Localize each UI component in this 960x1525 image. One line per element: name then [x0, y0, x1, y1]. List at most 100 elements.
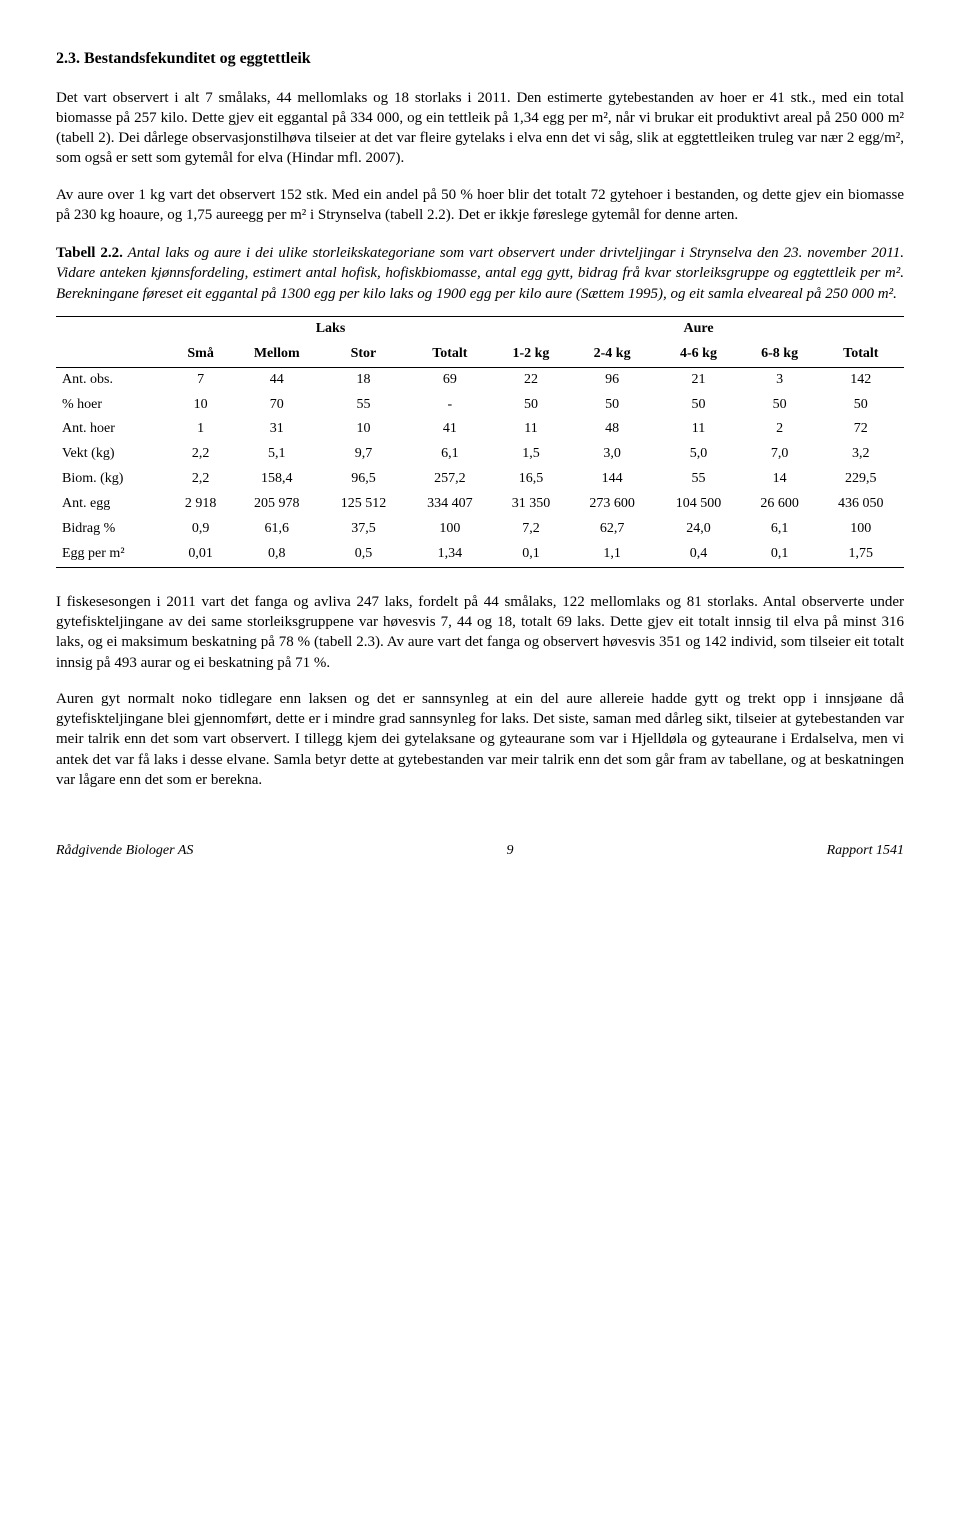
table-cell: 9,7: [320, 442, 406, 467]
group-header-aure: Aure: [493, 316, 904, 341]
paragraph-2: Av aure over 1 kg vart det observert 152…: [56, 185, 904, 226]
table-row: Biom. (kg)2,2158,496,5257,216,5144551422…: [56, 467, 904, 492]
table-cell: 5,0: [655, 442, 741, 467]
table-cell: 142: [818, 367, 904, 392]
table-cell: 41: [407, 417, 493, 442]
table-cell: 69: [407, 367, 493, 392]
table-cell: 6,1: [742, 517, 818, 542]
row-label: Ant. hoer: [56, 417, 168, 442]
table-cell: 50: [655, 393, 741, 418]
table-cell: 1: [168, 417, 233, 442]
table-cell: 18: [320, 367, 406, 392]
table-cell: 31 350: [493, 492, 569, 517]
row-label: Ant. egg: [56, 492, 168, 517]
footer-left: Rådgivende Biologer AS: [56, 842, 193, 861]
table-cell: 0,1: [493, 542, 569, 567]
row-label: % hoer: [56, 393, 168, 418]
table-cell: 48: [569, 417, 655, 442]
table-cell: 55: [320, 393, 406, 418]
table-cell: 10: [168, 393, 233, 418]
table-cell: 22: [493, 367, 569, 392]
table-row: Ant. egg2 918205 978125 512334 40731 350…: [56, 492, 904, 517]
row-label: Biom. (kg): [56, 467, 168, 492]
table-cell: 7: [168, 367, 233, 392]
footer-right: Rapport 1541: [827, 842, 904, 861]
table-cell: 436 050: [818, 492, 904, 517]
blank-header: [56, 316, 168, 341]
table-cell: 21: [655, 367, 741, 392]
table-cell: 0,01: [168, 542, 233, 567]
table-cell: 125 512: [320, 492, 406, 517]
table-caption: Tabell 2.2. Antal laks og aure i dei uli…: [56, 243, 904, 304]
table-cell: 50: [742, 393, 818, 418]
table-row: Vekt (kg)2,25,19,76,11,53,05,07,03,2: [56, 442, 904, 467]
table-cell: 26 600: [742, 492, 818, 517]
table-cell: 96,5: [320, 467, 406, 492]
paragraph-3: I fiskesesongen i 2011 vart det fanga og…: [56, 592, 904, 673]
col-header: Stor: [320, 342, 406, 367]
table-cell: 100: [818, 517, 904, 542]
table-cell: 1,75: [818, 542, 904, 567]
table-cell: 62,7: [569, 517, 655, 542]
table-cell: -: [407, 393, 493, 418]
table-cell: 44: [233, 367, 320, 392]
blank-header: [56, 342, 168, 367]
table-cell: 24,0: [655, 517, 741, 542]
table-cell: 55: [655, 467, 741, 492]
table-body: Ant. obs.74418692296213142% hoer107055-5…: [56, 367, 904, 567]
table-cell: 7,0: [742, 442, 818, 467]
table-cell: 50: [569, 393, 655, 418]
table-cell: 229,5: [818, 467, 904, 492]
table-cell: 61,6: [233, 517, 320, 542]
table-cell: 257,2: [407, 467, 493, 492]
table-cell: 0,4: [655, 542, 741, 567]
table-cell: 6,1: [407, 442, 493, 467]
table-row: % hoer107055-5050505050: [56, 393, 904, 418]
table-cell: 7,2: [493, 517, 569, 542]
col-header: 2-4 kg: [569, 342, 655, 367]
col-header: Små: [168, 342, 233, 367]
table-cell: 334 407: [407, 492, 493, 517]
table-cell: 2: [742, 417, 818, 442]
table-cell: 16,5: [493, 467, 569, 492]
table-row: Ant. hoer1311041114811272: [56, 417, 904, 442]
group-header-laks: Laks: [168, 316, 493, 341]
table-cell: 11: [493, 417, 569, 442]
table-cell: 5,1: [233, 442, 320, 467]
table-cell: 11: [655, 417, 741, 442]
table-cell: 96: [569, 367, 655, 392]
table-cell: 104 500: [655, 492, 741, 517]
table-caption-lead: Tabell 2.2.: [56, 245, 123, 261]
table-row: Ant. obs.74418692296213142: [56, 367, 904, 392]
paragraph-4: Auren gyt normalt noko tidlegare enn lak…: [56, 689, 904, 790]
row-label: Vekt (kg): [56, 442, 168, 467]
data-table: Laks Aure Små Mellom Stor Totalt 1-2 kg …: [56, 316, 904, 568]
table-row: Bidrag %0,961,637,51007,262,724,06,1100: [56, 517, 904, 542]
table-cell: 31: [233, 417, 320, 442]
table-cell: 0,9: [168, 517, 233, 542]
page-footer: Rådgivende Biologer AS 9 Rapport 1541: [56, 842, 904, 861]
table-cell: 50: [818, 393, 904, 418]
table-cell: 2,2: [168, 442, 233, 467]
table-cell: 37,5: [320, 517, 406, 542]
table-cell: 70: [233, 393, 320, 418]
col-header: 6-8 kg: [742, 342, 818, 367]
table-cell: 1,5: [493, 442, 569, 467]
col-header: 1-2 kg: [493, 342, 569, 367]
table-cell: 2 918: [168, 492, 233, 517]
table-cell: 0,5: [320, 542, 406, 567]
table-cell: 100: [407, 517, 493, 542]
col-header: 4-6 kg: [655, 342, 741, 367]
table-cell: 1,1: [569, 542, 655, 567]
group-header-row: Laks Aure: [56, 316, 904, 341]
col-header: Totalt: [818, 342, 904, 367]
table-cell: 144: [569, 467, 655, 492]
row-label: Egg per m²: [56, 542, 168, 567]
section-heading: 2.3. Bestandsfekunditet og eggtettleik: [56, 48, 904, 70]
table-cell: 50: [493, 393, 569, 418]
paragraph-1: Det vart observert i alt 7 smålaks, 44 m…: [56, 88, 904, 169]
table-cell: 0,1: [742, 542, 818, 567]
column-header-row: Små Mellom Stor Totalt 1-2 kg 2-4 kg 4-6…: [56, 342, 904, 367]
table-cell: 0,8: [233, 542, 320, 567]
table-cell: 2,2: [168, 467, 233, 492]
